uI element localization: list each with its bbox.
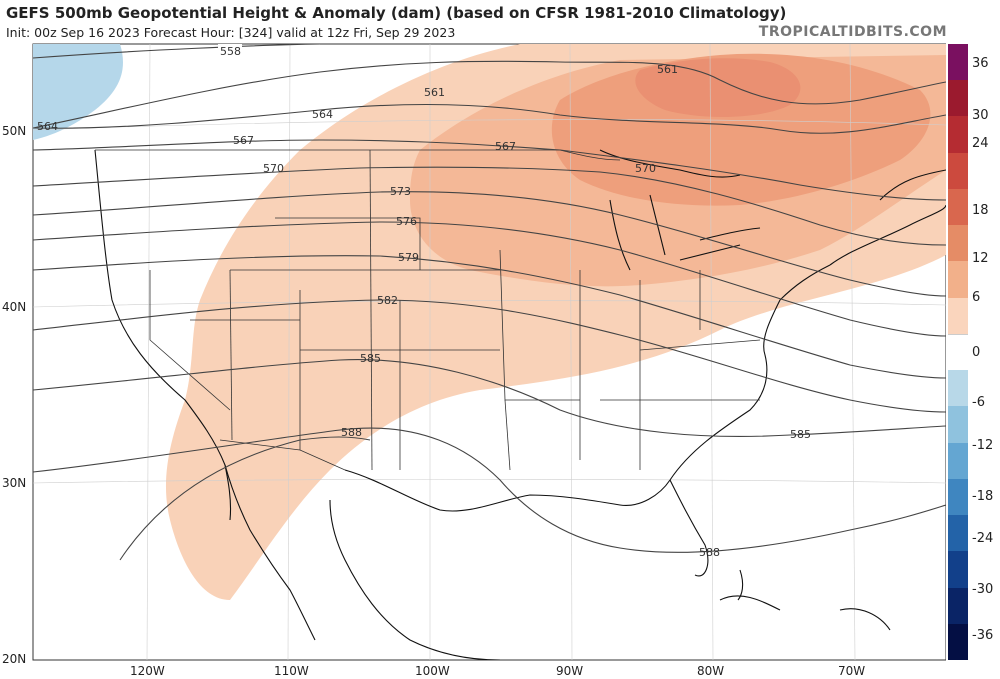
map-title: GEFS 500mb Geopotential Height & Anomaly… [6, 4, 787, 22]
contour-label: 582 [377, 294, 398, 307]
colorbar-cell [948, 297, 968, 335]
lat-label: 30N [2, 476, 27, 490]
contour-label: 570 [635, 162, 656, 175]
contour-label: 579 [398, 251, 419, 264]
contour-label: 588 [341, 426, 362, 439]
colorbar-cell [948, 406, 968, 444]
contour-labels: 558 561 561 564 564 567 567 570 570 573 … [37, 44, 811, 559]
positive-anomaly-core [635, 58, 801, 117]
colorbar-cell [948, 587, 968, 625]
contour-label: 567 [495, 140, 516, 153]
colorbar-label: 18 [972, 203, 989, 218]
contour-label: 558 [220, 45, 241, 58]
lat-label: 20N [2, 652, 27, 666]
colorbar-label: 36 [972, 56, 989, 71]
colorbar-label: -24 [972, 531, 994, 546]
contour-label: 585 [790, 428, 811, 441]
colorbar-label: -36 [972, 628, 994, 643]
colorbar-label: -30 [972, 582, 994, 597]
colorbar-label: 30 [972, 108, 989, 123]
lat-label: 40N [2, 300, 27, 314]
colorbar-label: -18 [972, 489, 994, 504]
colorbar-cell [948, 225, 968, 262]
colorbar-cell [948, 333, 968, 372]
colorbar-cell [948, 80, 968, 117]
colorbar-cell [948, 116, 968, 154]
colorbar-cell [948, 370, 968, 407]
contour-label: 576 [396, 215, 417, 228]
colorbar-label: 6 [972, 290, 981, 305]
contour-label: 567 [233, 134, 254, 147]
contour-label: 561 [424, 86, 445, 99]
colorbar-label: -12 [972, 438, 994, 453]
colorbar-cell [948, 261, 968, 299]
colorbar-cell [948, 442, 968, 480]
contour-label: 561 [657, 63, 678, 76]
height-contours [33, 44, 946, 561]
colorbar-label: 12 [972, 251, 989, 266]
weather-map: 558 561 561 564 564 567 567 570 570 573 … [32, 43, 946, 661]
lat-label: 50N [2, 124, 27, 138]
lon-label: 120W [130, 664, 165, 678]
colorbar-label: -6 [972, 395, 985, 410]
colorbar-cell [948, 188, 968, 226]
colorbar [948, 44, 968, 661]
contour-label: 573 [390, 185, 411, 198]
colorbar-cell [948, 152, 968, 190]
colorbar-cell [948, 623, 968, 661]
lon-label: 80W [697, 664, 725, 678]
contour-label: 585 [360, 352, 381, 365]
colorbar-label: 0 [972, 345, 981, 360]
lon-label: 100W [415, 664, 450, 678]
site-credit: TROPICALTIDBITS.COM [758, 24, 947, 40]
contour-label: 570 [263, 162, 284, 175]
contour-label: 588 [699, 546, 720, 559]
negative-anomaly [33, 44, 123, 140]
state-borders [95, 149, 761, 471]
contour-label: 564 [37, 120, 58, 133]
colorbar-cell [948, 44, 968, 81]
graticule [33, 44, 946, 660]
colorbar-cell [948, 478, 968, 516]
contour-label: 564 [312, 108, 333, 121]
lon-label: 90W [556, 664, 584, 678]
colorbar-cell [948, 551, 968, 589]
colorbar-label: 24 [972, 136, 989, 151]
map-subtitle: Init: 00z Sep 16 2023 Forecast Hour: [32… [6, 25, 456, 40]
colorbar-cell [948, 515, 968, 552]
lon-label: 70W [838, 664, 866, 678]
lon-label: 110W [274, 664, 309, 678]
